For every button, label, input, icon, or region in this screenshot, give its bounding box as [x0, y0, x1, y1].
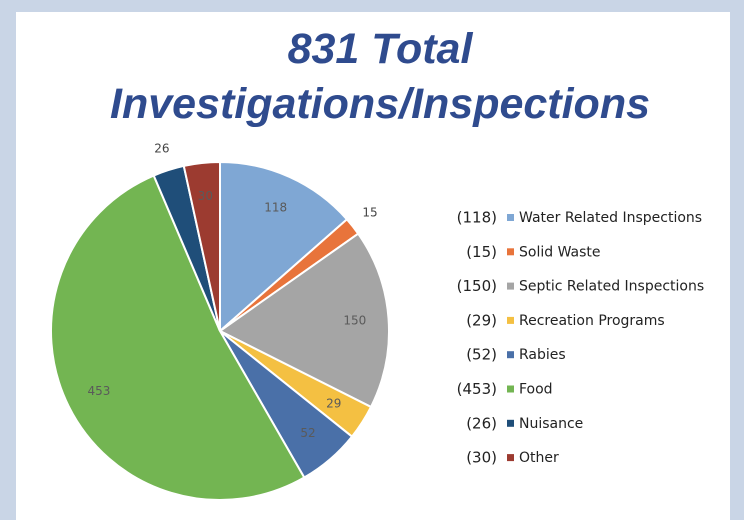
legend-label: Recreation Programs: [519, 313, 665, 329]
data-label: 29: [326, 397, 341, 411]
legend-swatch: [507, 419, 514, 427]
legend-value: (118): [457, 209, 497, 227]
legend-label: Rabies: [519, 347, 566, 363]
legend-swatch: [507, 454, 514, 462]
legend-swatch: [507, 248, 514, 256]
data-label: 30: [198, 189, 213, 203]
legend-value: (30): [466, 449, 497, 467]
legend-value: (150): [457, 277, 497, 295]
legend-label: Water Related Inspections: [519, 210, 702, 226]
legend-label: Food: [519, 382, 553, 398]
data-label: 453: [88, 384, 111, 398]
pie-slice: [50, 174, 306, 501]
legend-value: (29): [466, 311, 497, 329]
legend-label: Nuisance: [519, 416, 583, 432]
chart-title: 831 Total Investigations/Inspections: [110, 25, 650, 128]
legend-swatch: [507, 214, 514, 221]
legend-label: Other: [519, 450, 559, 466]
data-label: 52: [300, 426, 315, 440]
legend-value: (453): [457, 380, 497, 398]
pie-slice: [219, 160, 349, 334]
data-label: 150: [343, 314, 366, 328]
legend-value: (26): [466, 414, 497, 432]
legend-swatch: [507, 282, 514, 290]
pie-slice: [218, 232, 390, 409]
legend-label: Solid Waste: [519, 244, 601, 260]
data-label: 26: [154, 142, 169, 156]
legend-swatch: [507, 351, 514, 359]
legend-swatch: [507, 316, 514, 324]
pie-slice: [182, 160, 221, 332]
data-label: 15: [362, 205, 377, 219]
legend-swatch: [507, 385, 514, 393]
legend-value: (52): [466, 346, 497, 364]
data-label: 118: [264, 200, 287, 214]
legend-value: (15): [466, 243, 497, 261]
legend-label: Septic Related Inspections: [519, 279, 704, 295]
